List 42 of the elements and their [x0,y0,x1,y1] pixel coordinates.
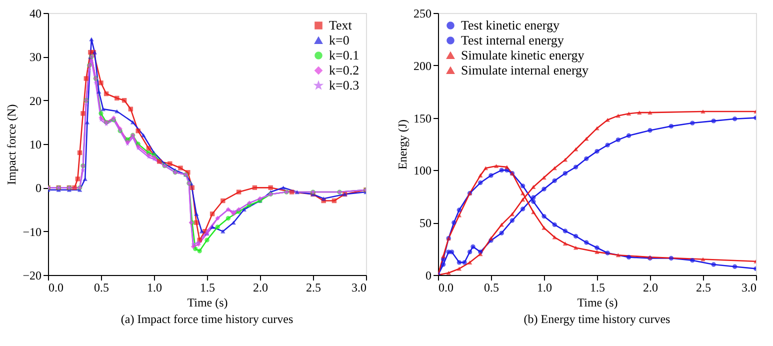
y-tick-label: 30 [30,50,42,64]
y-tick-label: 50 [420,216,432,230]
x-tick-label: 1.5 [200,280,215,294]
text: (b) Energy time history curves [524,312,671,326]
legend-label: k=0.1 [329,48,360,62]
y-tick-label: 40 [30,6,42,20]
x-tick-label: 1.0 [537,280,552,294]
legend-label: Simulate kinetic energy [461,48,585,62]
x-tick-label: 0.0 [48,280,64,294]
legend-label: k=0 [329,32,350,48]
x-tick-label: 3.0 [742,280,756,294]
x-tick-label: 2.5 [306,280,321,294]
x-tick-label: 1.0 [147,280,162,294]
x-tick-label: 2.5 [696,280,711,294]
x-tick-label: 2.0 [643,280,658,294]
y-tick-label: 0 [36,181,42,196]
x-tick-label: 1.5 [590,280,605,294]
x-tick-label: 0.0 [438,280,454,294]
y-tick-label: 10 [30,138,42,152]
x-tick-label: 0.5 [484,280,499,294]
y-axis-title: Impact force (N) [4,104,19,185]
y-tick-label: 20 [30,94,42,108]
legend-label: k=0.2 [329,62,360,78]
y-tick-label: 150 [414,111,432,126]
y-tick-label: 100 [414,164,432,178]
y-tick-label: 0 [426,268,432,282]
text: (a) Impact force time history curves [120,312,294,326]
y-tick-label: 200 [414,58,432,73]
x-tick-label: 2.0 [253,280,268,294]
legend-label: Test internal energy [461,32,564,48]
legend-label: Simulate internal energy [461,62,590,78]
x-axis-title: Time (s) [187,296,228,310]
legend-label: Text [329,18,352,32]
x-tick-label: 0.5 [94,280,109,294]
x-axis-title: Time (s) [577,296,618,310]
legend-label: Test kinetic energy [461,18,560,32]
y-tick-label: −20 [22,268,42,282]
legend-label: k=0.3 [329,78,360,92]
y-axis-title: Energy (J) [396,119,410,170]
x-tick-label: 3.0 [352,280,366,294]
y-tick-label: −10 [22,224,42,239]
y-tick-label: 250 [414,6,432,20]
